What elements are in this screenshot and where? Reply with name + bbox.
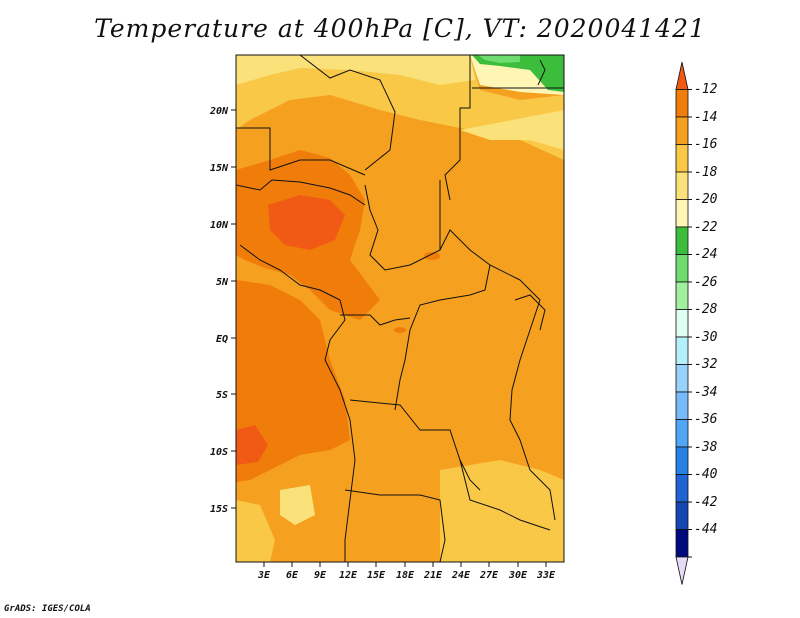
colorbar-segment [675,144,689,173]
field-spot-congo [394,327,406,333]
colorbar-segment [675,61,689,90]
border-mali-niger [236,127,366,176]
colorbar-label: -34 [694,385,717,400]
colorbar-label: -36 [694,412,718,427]
border-gabon-congo [340,314,411,326]
lon-label-12e: 12E [339,570,358,581]
boundaries [236,55,564,562]
field-band-18-north [236,55,564,160]
colorbar-label: -16 [694,137,718,152]
field-band-26-ne [478,55,520,63]
colorbar-label: -44 [694,522,717,537]
colorbar-segment [675,116,689,145]
field-band-24-ne [472,55,564,92]
colorbar-label: -20 [694,192,718,207]
lat-label-10s: 10S [210,447,228,458]
colorbar-label: -12 [694,82,718,97]
colorbar-label: -26 [694,275,718,290]
field-band-12-southwest [236,425,268,465]
lat-label-15s: 15S [210,504,228,515]
colorbar-label: -18 [694,165,718,180]
lon-label-24e: 24E [451,570,471,581]
field-band-20-south-spot [280,485,315,525]
lon-label-33e: 33E [536,570,556,581]
border-angola-namibia [344,489,446,562]
lat-label-eq: EQ [216,334,228,345]
field-band-18-sw-corner [236,500,275,562]
colorbar-segment [675,171,689,200]
border-zambia [459,459,551,531]
lon-label-27e: 27E [479,570,499,581]
chart-title: Temperature at 400hPa [C], VT: 202004142… [94,14,706,43]
colorbar-label: -32 [694,357,718,372]
coast-west-central [324,299,356,562]
colorbar-segment [675,446,689,475]
lon-label-15e: 15E [367,570,386,581]
field-spot-car [424,252,440,260]
lon-label-18e: 18E [396,570,415,581]
field-band-20-east [460,110,564,150]
lon-label-21e: 21E [423,570,443,581]
colorbar-segment [675,391,689,420]
colorbar-segment [675,529,689,558]
border-libya-sudan [444,55,471,201]
border-chad-car [364,184,521,281]
colorbar-label: -38 [694,440,718,455]
colorbar-label: -30 [694,330,718,345]
lake-victoria [514,294,546,331]
border-angola-drc [349,399,481,491]
colorbar-segment [675,419,689,448]
colorbar-label: -28 [694,302,718,317]
colorbar-label: -42 [694,495,718,510]
colorbar-segment [675,281,689,310]
lat-label-5s: 5S [216,390,228,401]
border-east-rift [509,279,556,521]
colorbar-segment [675,474,689,503]
lat-label-5n: 5N [216,277,229,288]
colorbar-label: -14 [694,110,717,125]
border-algeria-niger [299,55,396,171]
colorbar-segment [675,336,689,365]
lat-label-20n: 20N [209,106,229,117]
colorbar-segment [675,199,689,228]
lon-axis: 3E 6E 9E 12E 15E 18E 21E 24E 27E 30E 33E [257,562,556,581]
colorbar-segment [675,364,689,393]
field-band-20-north [236,55,475,85]
colorbar-label: -24 [694,247,717,262]
lon-label-30e: 30E [508,570,528,581]
map-frame [235,54,565,563]
lon-label-6e: 6E [286,570,299,581]
colorbar-segment [675,309,689,338]
lon-label-9e: 9E [314,570,327,581]
colorbar [675,61,692,585]
colorbar-segment [675,254,689,283]
border-sahel [236,179,366,206]
colorbar-labels: -12 -14 -16 -18 -20 -22 -24 -26 -28 -30 … [694,82,718,537]
colorbar-label: -22 [694,220,718,235]
colorbar-segment [675,89,689,118]
field-band-12-core [268,195,345,250]
field-band-14-southwest [236,280,350,482]
coast-nile-delta [537,59,546,86]
lat-axis: 20N 15N 10N 5N EQ 5S 10S 15S [209,106,236,515]
coast-gulf-guinea [239,244,341,301]
colorbar-segment [675,501,689,530]
border-drc-north [394,264,491,411]
lat-label-10n: 10N [210,220,229,231]
lat-label-15n: 15N [210,163,229,174]
temperature-field [236,55,564,562]
colorbar-label: -40 [694,467,718,482]
colorbar-segment [675,556,689,585]
colorbar-segment [675,226,689,255]
grads-credit: GrADS: IGES/COLA [4,604,91,614]
lon-label-3e: 3E [257,570,271,581]
